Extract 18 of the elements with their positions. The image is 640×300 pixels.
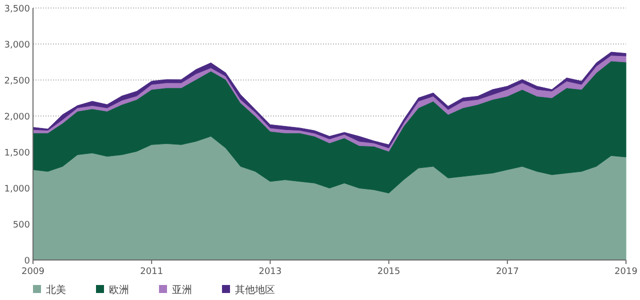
y-tick-label: 1,500	[4, 148, 30, 158]
legend-label: 亚洲	[172, 284, 192, 296]
y-tick-label: 3,500	[4, 4, 30, 14]
y-tick-label: 1,000	[4, 184, 30, 194]
y-tick-label: 2,000	[4, 112, 30, 122]
legend-label: 欧洲	[109, 284, 129, 296]
x-tick-label: 2009	[22, 267, 45, 277]
legend-label: 其他地区	[235, 284, 275, 296]
x-tick-label: 2015	[377, 267, 400, 277]
x-tick-label: 2013	[258, 267, 282, 277]
y-tick-label: 0	[24, 256, 30, 266]
x-tick-label: 2019	[614, 267, 638, 277]
y-tick-label: 2,500	[4, 76, 30, 86]
y-tick-label: 500	[12, 220, 30, 230]
x-tick-label: 2017	[496, 267, 519, 277]
x-tick-label: 2011	[140, 267, 164, 277]
legend-label: 北美	[46, 284, 66, 296]
y-tick-label: 3,000	[4, 40, 30, 50]
